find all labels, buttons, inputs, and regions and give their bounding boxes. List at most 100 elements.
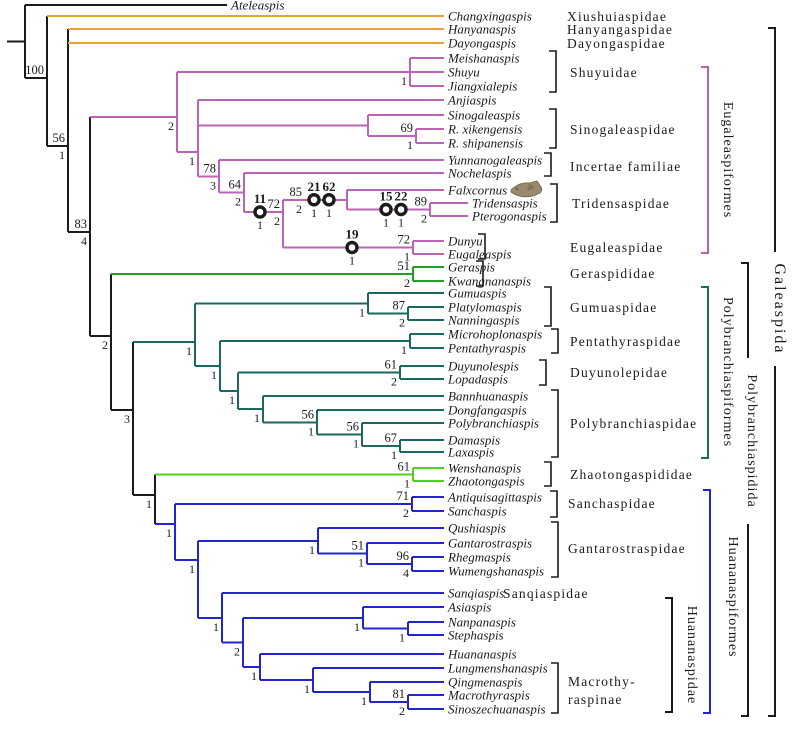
bootstrap-value: 64 [229,178,242,192]
decay-value: 1 [213,620,219,634]
decay-value: 1 [309,543,315,557]
bootstrap-value: 72 [268,197,281,211]
family-label: Incertae familiae [570,159,681,174]
bootstrap-value: 78 [204,161,217,175]
bootstrap-value: 100 [25,63,44,77]
family-bracket [478,233,486,260]
fish-fin [527,183,535,191]
calibration-number: 22 [395,189,408,204]
family-label: Gumuaspidae [570,300,657,315]
taxon-label: Eugaleaspis [447,247,512,262]
family-label: Hanyangaspidae [567,22,673,37]
calibration-node-icon [394,202,408,217]
decay-value: 1 [361,694,367,708]
bootstrap-value: 56 [302,407,315,421]
clade-bracket [665,597,673,713]
taxon-label: Gumuaspis [448,286,507,301]
taxon-label: Anjiaspis [447,93,496,108]
taxon-label: Sinoszechuanaspis [448,702,546,717]
taxon-label: Stephaspis [448,628,504,643]
taxon-label: Antiquisagittaspis [447,490,542,505]
taxon-label: R. xikengensis [447,122,522,137]
decay-value: 1 [391,448,397,462]
taxon-label: Nanpanaspis [447,615,516,630]
taxon-label: Microhoplonaspis [447,327,542,342]
bootstrap-value: 71 [397,489,410,503]
family-label: Macrothy- [568,674,636,689]
family-bracket [551,328,559,354]
calibration-subvalue: 1 [398,216,404,230]
fish-body [510,180,543,198]
taxon-label: Nanningaspis [447,313,520,328]
taxon-label: Duyunolespis [447,359,519,374]
taxon-label: Lopadaspis [447,372,508,387]
calibration-node-icon [379,202,393,217]
family-bracket [551,389,559,458]
calibration-number: 21 [308,179,321,194]
taxon-label: Pterogonaspis [471,209,547,224]
taxon-label: Nochelaspis [447,166,512,181]
decay-value: 1 [189,154,195,168]
family-bracket [551,662,559,714]
calibration-subvalue: 1 [311,206,317,220]
bootstrap-value: 56 [53,131,66,145]
calibration-node-icon [345,240,359,255]
family-label: Sinogaleaspidae [570,122,676,137]
calibration-number: 19 [346,227,360,242]
family-bracket [544,152,552,177]
taxon-label: Dayongaspis [447,36,516,51]
taxon-label: Polybranchiaspis [447,416,539,431]
clade-label: Huananaspidae [684,606,699,705]
calibration-subvalue: 1 [383,216,389,230]
bootstrap-value: 85 [290,185,303,199]
decay-value: 2 [399,316,405,330]
clade-bracket [701,66,709,254]
bootstrap-value: 51 [398,259,411,273]
clade-bracket [768,366,776,717]
decay-value: 1 [304,682,310,696]
taxon-label: Sinogaleaspis [448,108,520,123]
taxon-label: Wumengshanaspis [448,564,544,579]
taxon-label: Sanchaspis [448,504,507,519]
decay-value: 1 [358,556,364,570]
decay-value: 1 [401,74,407,88]
decay-value: 1 [254,411,260,425]
falxcornus-fossil-icon [510,180,543,198]
bootstrap-value: 89 [415,195,428,209]
taxon-label: Laxaspis [447,445,494,460]
decay-value: 1 [186,344,192,358]
family-label: Pentathyraspidae [570,334,681,349]
family-label: raspinae [568,692,623,707]
decay-value: 4 [403,566,409,580]
clade-label: Eugaleaspiformes [720,102,735,218]
decay-value: 2 [399,704,405,718]
family-label: Dayongaspidae [567,36,666,51]
family-label: Eugaleaspidae [570,240,664,255]
bootstrap-value: 51 [352,539,365,553]
decay-value: 1 [166,526,172,540]
taxon-label: Geraspis [448,260,495,275]
family-label: Geraspididae [570,266,656,281]
bootstrap-value: 67 [385,431,398,445]
calibration-subvalue: 1 [349,254,355,268]
clade-label: Polybranchiaspidida [744,374,759,507]
taxon-label: Macrothyraspis [447,688,530,703]
decay-value: 2 [421,212,427,226]
taxon-label: Qingmenaspis [448,675,522,690]
calibration-number: 62 [323,179,336,194]
family-label: Sanchaspidae [568,496,656,511]
family-label: Gantarostraspidae [568,541,686,556]
family-label: Polybranchiaspidae [570,416,697,431]
family-label: Tridensaspidae [572,196,670,211]
taxon-label: Platylomaspis [447,300,522,315]
taxon-label: Qushiaspis [448,521,506,536]
taxon-label: Hanyanaspis [447,22,516,37]
decay-value: 1 [407,138,413,152]
taxon-label: Rhegmaspis [447,550,511,565]
family-bracket [550,183,558,223]
clade-label: Galeaspida [771,263,788,354]
calibration-number: 11 [254,191,266,206]
decay-value: 2 [403,506,409,520]
